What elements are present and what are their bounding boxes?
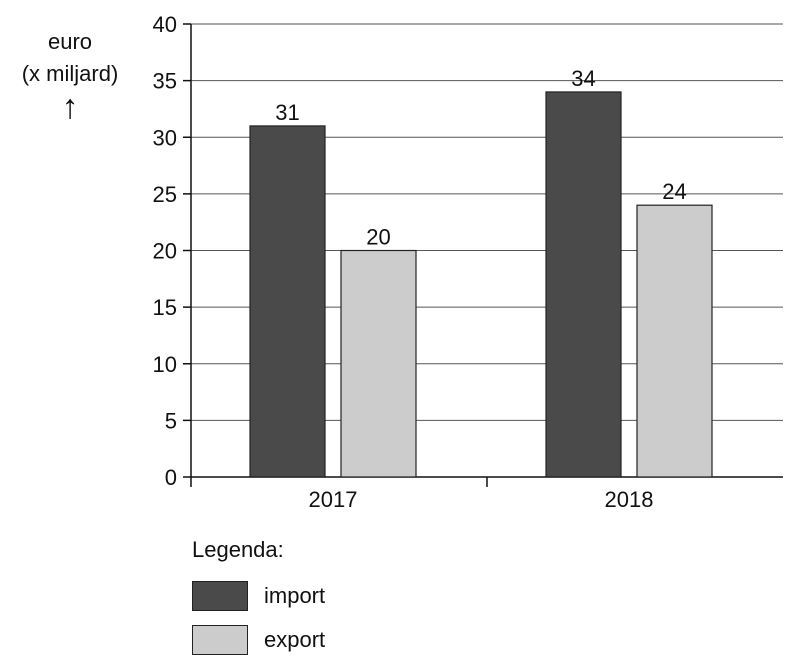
legend-item-export: export [192, 625, 325, 655]
data-label: 24 [662, 179, 686, 204]
legend-item-import: import [192, 581, 325, 611]
data-label: 31 [275, 100, 299, 125]
bar-export-2018 [636, 204, 713, 478]
y-tick-label: 40 [153, 12, 177, 37]
y-tick-label: 15 [153, 295, 177, 320]
y-axis-label-line-1: euro [47, 29, 93, 54]
y-tick-label: 30 [153, 125, 177, 150]
y-tick-label: 0 [165, 465, 177, 490]
y-tick-label: 5 [165, 408, 177, 433]
bar-chart: 0 5 10 15 20 25 30 35 40 31 20 2017 34 24 2018 [153, 12, 783, 512]
bar-import-2017 [249, 125, 326, 478]
data-label: 34 [571, 66, 595, 91]
legend-swatch-import [192, 581, 248, 611]
y-tick-label: 10 [153, 352, 177, 377]
y-axis-label-line-2: (x miljard) [21, 61, 119, 86]
y-tick-label: 25 [153, 182, 177, 207]
legend-title: Legenda: [192, 537, 284, 562]
y-axis-arrow-icon: ↑ [61, 88, 79, 126]
bar-export-2017 [340, 249, 417, 478]
legend-swatch-export [192, 625, 248, 655]
y-tick-label: 20 [153, 239, 177, 264]
x-tick-label: 2018 [605, 487, 654, 512]
bar-import-2018 [545, 91, 622, 478]
data-label: 20 [366, 225, 390, 250]
legend-label-import: import [264, 583, 326, 608]
legend-label-export: export [264, 627, 326, 652]
x-tick-label: 2017 [309, 487, 358, 512]
y-tick-label: 35 [153, 69, 177, 94]
y-axis-label: euro (x miljard) ↑ [0, 26, 140, 124]
